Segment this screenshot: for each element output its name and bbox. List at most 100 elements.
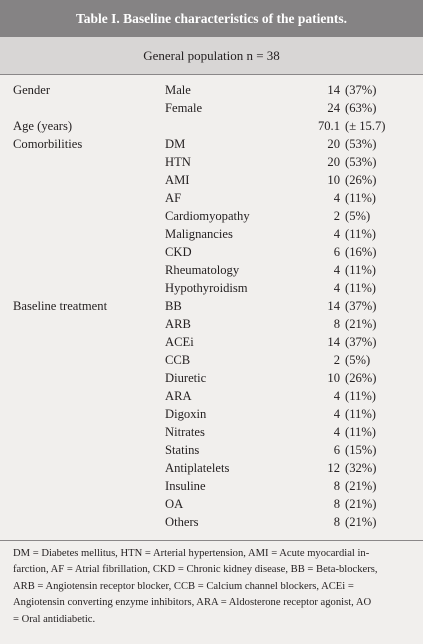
row-category: Gender	[13, 83, 51, 97]
row-percent: (21%)	[345, 317, 377, 331]
row-item: CCB	[165, 353, 191, 367]
table-row: ARA 4 (11%)	[0, 387, 423, 405]
row-percent: (11%)	[345, 191, 377, 205]
row-percent: (63%)	[345, 101, 377, 115]
row-item: BB	[165, 299, 182, 313]
row-item: Malignancies	[165, 227, 233, 241]
table-row: HTN 20 (53%)	[0, 153, 423, 171]
table-row: Gender Male 14 (37%)	[0, 81, 423, 99]
row-percent: (37%)	[345, 299, 377, 313]
table-row: CKD 6 (16%)	[0, 243, 423, 261]
row-percent: (11%)	[345, 407, 377, 421]
row-count: 4	[333, 227, 340, 241]
table-row: Baseline treatment BB 14 (37%)	[0, 297, 423, 315]
table-row: Cardiomyopathy 2 (5%)	[0, 207, 423, 225]
row-category: Baseline treatment	[13, 299, 108, 313]
row-category: Age (years)	[13, 119, 73, 133]
row-count: 8	[333, 497, 340, 511]
row-item: ACEi	[165, 335, 194, 349]
row-percent: (21%)	[345, 497, 377, 511]
footnote-line: ARB = Angiotensin receptor blocker, CCB …	[13, 580, 354, 592]
row-percent: (11%)	[345, 389, 377, 403]
table-row: ACEi 14 (37%)	[0, 333, 423, 351]
table-row: Malignancies 4 (11%)	[0, 225, 423, 243]
row-item: Others	[165, 515, 199, 529]
row-count: 10	[327, 371, 340, 385]
table-row: CCB 2 (5%)	[0, 351, 423, 369]
row-count: 12	[327, 461, 340, 475]
row-percent: (11%)	[345, 263, 377, 277]
row-count: 6	[333, 443, 340, 457]
row-count: 2	[333, 209, 340, 223]
row-count: 4	[333, 191, 340, 205]
row-count: 8	[333, 515, 340, 529]
row-count: 14	[327, 335, 340, 349]
row-percent: (53%)	[345, 155, 377, 169]
row-count: 4	[333, 263, 340, 277]
table-row: Hypothyroidism 4 (11%)	[0, 279, 423, 297]
table-row: AMI 10 (26%)	[0, 171, 423, 189]
row-item: AMI	[165, 173, 190, 187]
row-percent: (32%)	[345, 461, 377, 475]
table-row: Diuretic 10 (26%)	[0, 369, 423, 387]
row-item: Digoxin	[165, 407, 207, 421]
row-percent: (21%)	[345, 479, 377, 493]
row-percent: (26%)	[345, 173, 377, 187]
row-item: AF	[165, 191, 182, 205]
row-count: 20	[327, 155, 340, 169]
row-percent: (5%)	[345, 353, 371, 367]
table-row: Rheumatology 4 (11%)	[0, 261, 423, 279]
population-subheader: General population n = 38	[0, 37, 423, 75]
row-item: Statins	[165, 443, 200, 457]
row-item: Female	[165, 101, 203, 115]
row-item: Rheumatology	[165, 263, 240, 277]
table-row: Comorbilities DM 20 (53%)	[0, 135, 423, 153]
table-body: Gender Male 14 (37%) Female 24 (63%) Age (years…	[0, 75, 423, 531]
table-footnote: DM = Diabetes mellitus, HTN = Arterial h…	[0, 540, 423, 628]
table-row: ARB 8 (21%)	[0, 315, 423, 333]
table-row: Female 24 (63%)	[0, 99, 423, 117]
row-item: ARB	[165, 317, 191, 331]
table-row: Age (years) 70.1 (± 15.7)	[0, 117, 423, 135]
row-count: 4	[333, 281, 340, 295]
row-item: Insuline	[165, 479, 206, 493]
footnote-line: DM = Diabetes mellitus, HTN = Arterial h…	[13, 548, 370, 559]
row-item: Hypothyroidism	[165, 281, 248, 295]
table-title: Table I. Baseline characteristics of the…	[0, 0, 423, 37]
row-item: OA	[165, 497, 184, 511]
row-percent: (21%)	[345, 515, 377, 529]
row-item: DM	[165, 137, 186, 151]
row-percent: (15%)	[345, 443, 377, 457]
row-item: Male	[165, 83, 191, 97]
table-row: Digoxin 4 (11%)	[0, 405, 423, 423]
row-item: CKD	[165, 245, 192, 259]
table-row: OA 8 (21%)	[0, 495, 423, 513]
row-count: 20	[327, 137, 340, 151]
row-count: 10	[327, 173, 340, 187]
row-item: Cardiomyopathy	[165, 209, 250, 223]
footnote-line: farction, AF = Atrial fibrillation, CKD …	[13, 564, 378, 576]
table-row: AF 4 (11%)	[0, 189, 423, 207]
footnote-line: Angiotensin converting enzyme inhibitors…	[13, 597, 372, 609]
row-count: 6	[333, 245, 340, 259]
table-row: Antiplatelets 12 (32%)	[0, 459, 423, 477]
row-item: Nitrates	[165, 425, 205, 439]
row-percent: (± 15.7)	[345, 119, 386, 133]
row-count: 8	[333, 479, 340, 493]
row-count: 4	[333, 389, 340, 403]
row-percent: (37%)	[345, 335, 377, 349]
table-row: Others 8 (21%)	[0, 513, 423, 531]
row-item: HTN	[165, 155, 191, 169]
row-count: 8	[333, 317, 340, 331]
footnote-line: = Oral antidiabetic.	[13, 613, 96, 625]
row-count: 14	[327, 83, 340, 97]
table-row: Insuline 8 (21%)	[0, 477, 423, 495]
row-percent: (11%)	[345, 227, 377, 241]
row-item: Diuretic	[165, 371, 207, 385]
row-count: 24	[327, 101, 340, 115]
row-item: ARA	[165, 389, 192, 403]
row-category: Comorbilities	[13, 137, 83, 151]
table-row: Nitrates 4 (11%)	[0, 423, 423, 441]
row-percent: (11%)	[345, 425, 377, 439]
